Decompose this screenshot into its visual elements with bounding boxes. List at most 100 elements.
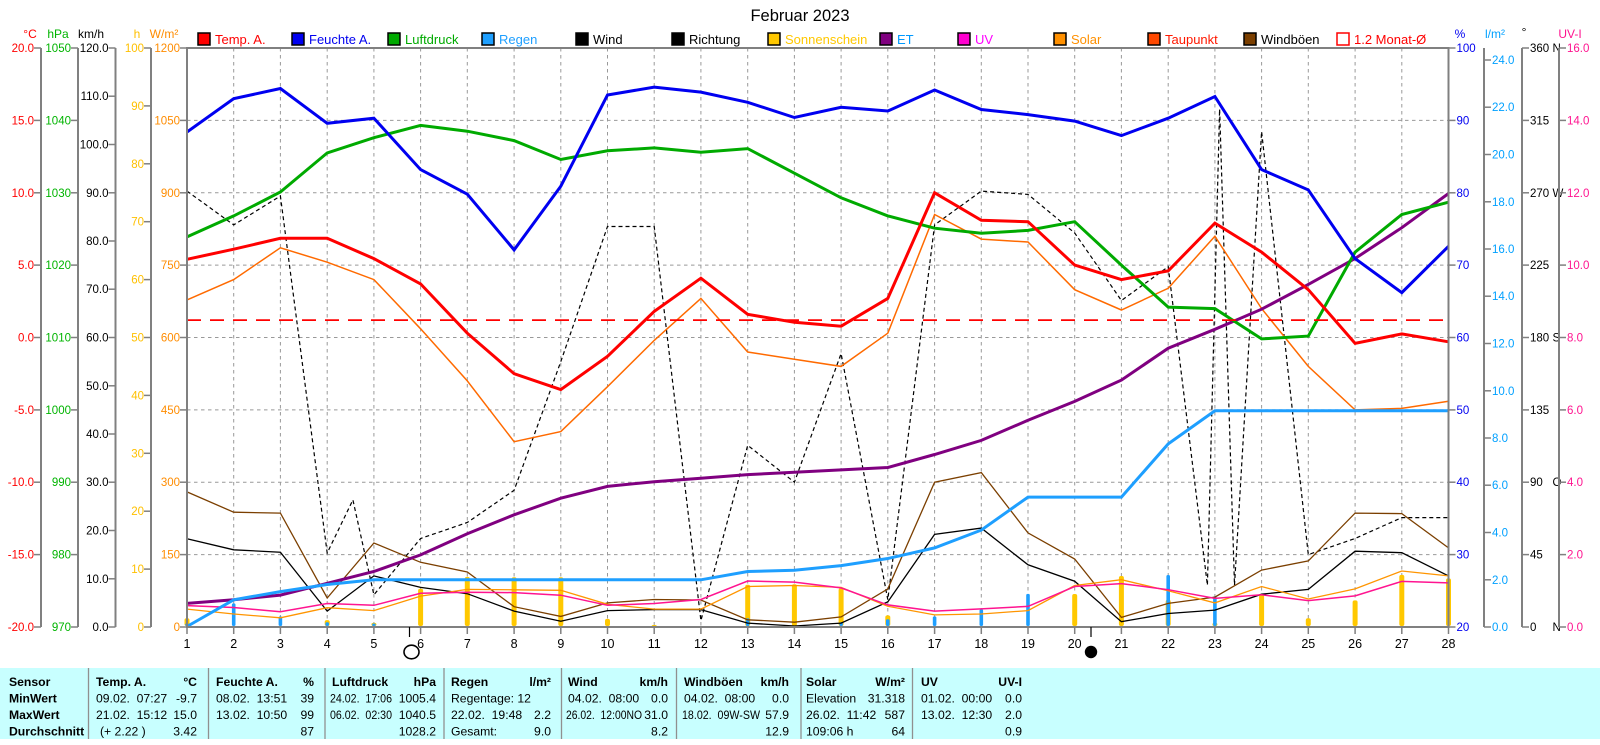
svg-text:20.0: 20.0 — [1492, 150, 1514, 162]
svg-text:6.0: 6.0 — [1492, 480, 1508, 492]
svg-text:8.2: 8.2 — [651, 725, 668, 739]
svg-text:120.0: 120.0 — [80, 43, 109, 55]
svg-text:l/m²: l/m² — [1485, 27, 1505, 41]
svg-text:1: 1 — [184, 637, 191, 651]
svg-text:16.0: 16.0 — [1567, 43, 1589, 55]
svg-text:26.02. 12:00NO: 26.02. 12:00NO — [566, 708, 642, 722]
svg-text:km/h: km/h — [640, 675, 668, 689]
svg-text:0.0: 0.0 — [1567, 622, 1583, 634]
svg-text:20: 20 — [1457, 622, 1470, 634]
svg-text:Wind: Wind — [593, 32, 623, 47]
svg-text:9.0: 9.0 — [534, 725, 551, 739]
svg-text:2.2: 2.2 — [534, 708, 551, 722]
svg-text:Temp. A.: Temp. A. — [96, 675, 146, 689]
svg-text:10.0: 10.0 — [1567, 260, 1589, 272]
svg-text:Februar 2023: Februar 2023 — [750, 7, 849, 25]
svg-text:Temp. A.: Temp. A. — [215, 32, 266, 47]
svg-text:16: 16 — [881, 637, 895, 651]
svg-text:13.02. 12:30: 13.02. 12:30 — [921, 708, 992, 722]
svg-text:24.0: 24.0 — [1492, 55, 1514, 67]
svg-text:18.02. 09W-SW: 18.02. 09W-SW — [682, 708, 760, 722]
svg-text:S: S — [1553, 333, 1561, 345]
svg-text:8: 8 — [511, 637, 518, 651]
svg-text:587: 587 — [885, 708, 906, 722]
svg-text:26: 26 — [1348, 637, 1362, 651]
svg-text:Regen: Regen — [499, 32, 537, 47]
svg-text:UV: UV — [921, 675, 939, 689]
svg-text:15: 15 — [834, 637, 848, 651]
svg-text:90: 90 — [131, 101, 144, 113]
svg-text:80: 80 — [131, 159, 144, 171]
svg-text:2.0: 2.0 — [1492, 575, 1508, 587]
svg-text:1040: 1040 — [45, 115, 71, 127]
svg-text:-15.0: -15.0 — [8, 550, 34, 562]
svg-text:%: % — [1455, 27, 1466, 41]
svg-text:1030: 1030 — [45, 188, 71, 200]
svg-text:70.0: 70.0 — [86, 284, 108, 296]
svg-text:-9.7: -9.7 — [176, 692, 197, 706]
svg-text:Luftdruck: Luftdruck — [332, 675, 388, 689]
svg-text:hPa: hPa — [414, 675, 437, 689]
svg-text:22.0: 22.0 — [1492, 102, 1514, 114]
svg-text:10.0: 10.0 — [86, 574, 108, 586]
svg-text:N: N — [1553, 622, 1561, 634]
svg-text:100: 100 — [125, 43, 144, 55]
svg-text:15.0: 15.0 — [12, 115, 34, 127]
svg-text:3.42: 3.42 — [173, 725, 197, 739]
svg-text:27: 27 — [1395, 637, 1409, 651]
svg-text:360: 360 — [1530, 43, 1549, 55]
svg-text:70: 70 — [1457, 260, 1470, 272]
svg-text:40.0: 40.0 — [86, 429, 108, 441]
svg-text:06.02. 02:30: 06.02. 02:30 — [330, 708, 392, 722]
svg-text:100: 100 — [1457, 43, 1476, 55]
svg-text:50: 50 — [1457, 405, 1470, 417]
svg-text:28: 28 — [1442, 637, 1456, 651]
svg-text:4.0: 4.0 — [1492, 528, 1508, 540]
svg-text:22: 22 — [1161, 637, 1175, 651]
svg-text:12: 12 — [694, 637, 708, 651]
svg-text:(+ 2.22 ): (+ 2.22 ) — [100, 725, 146, 739]
svg-text:8.0: 8.0 — [1492, 433, 1508, 445]
svg-text:Feuchte A.: Feuchte A. — [309, 32, 371, 47]
svg-text:4: 4 — [324, 637, 331, 651]
svg-text:750: 750 — [161, 260, 180, 272]
svg-text:5.0: 5.0 — [18, 260, 34, 272]
svg-text:0: 0 — [1530, 622, 1536, 634]
svg-text:40: 40 — [1457, 477, 1470, 489]
svg-text:23: 23 — [1208, 637, 1222, 651]
svg-text:40: 40 — [131, 390, 144, 402]
svg-text:UV-I: UV-I — [998, 675, 1022, 689]
svg-text:20.0: 20.0 — [12, 43, 34, 55]
svg-text:h: h — [134, 27, 141, 41]
svg-text:Durchschnitt: Durchschnitt — [9, 725, 84, 739]
svg-text:2.0: 2.0 — [1567, 550, 1583, 562]
svg-text:110.0: 110.0 — [81, 91, 109, 103]
svg-text:80.0: 80.0 — [86, 236, 108, 248]
svg-text:km/h: km/h — [761, 675, 789, 689]
svg-text:O: O — [1553, 477, 1562, 489]
svg-text:30: 30 — [131, 448, 144, 460]
svg-text:6: 6 — [417, 637, 424, 651]
svg-text:Sonnenschein: Sonnenschein — [785, 32, 867, 47]
svg-text:08.02. 13:51: 08.02. 13:51 — [216, 692, 287, 706]
svg-text:24: 24 — [1255, 637, 1269, 651]
svg-text:Wind: Wind — [568, 675, 598, 689]
svg-text:20.0: 20.0 — [86, 526, 108, 538]
svg-text:12.9: 12.9 — [765, 725, 789, 739]
svg-text:1050: 1050 — [45, 43, 71, 55]
svg-text:17: 17 — [928, 637, 942, 651]
svg-text:16.0: 16.0 — [1492, 244, 1514, 256]
svg-text:15.0: 15.0 — [173, 708, 197, 722]
svg-text:300: 300 — [161, 477, 180, 489]
svg-text:12.0: 12.0 — [1567, 188, 1589, 200]
svg-text:10.0: 10.0 — [12, 188, 34, 200]
svg-text:8.0: 8.0 — [1567, 333, 1583, 345]
svg-text:UV-I: UV-I — [1558, 27, 1581, 41]
svg-text:hPa: hPa — [47, 27, 69, 41]
svg-text:13.02. 10:50: 13.02. 10:50 — [216, 708, 287, 722]
svg-text:600: 600 — [161, 333, 180, 345]
svg-text:04.02. 08:00: 04.02. 08:00 — [684, 692, 755, 706]
svg-text:1040.5: 1040.5 — [399, 708, 436, 722]
svg-text:1000: 1000 — [45, 405, 71, 417]
svg-text:°: ° — [1522, 25, 1527, 39]
